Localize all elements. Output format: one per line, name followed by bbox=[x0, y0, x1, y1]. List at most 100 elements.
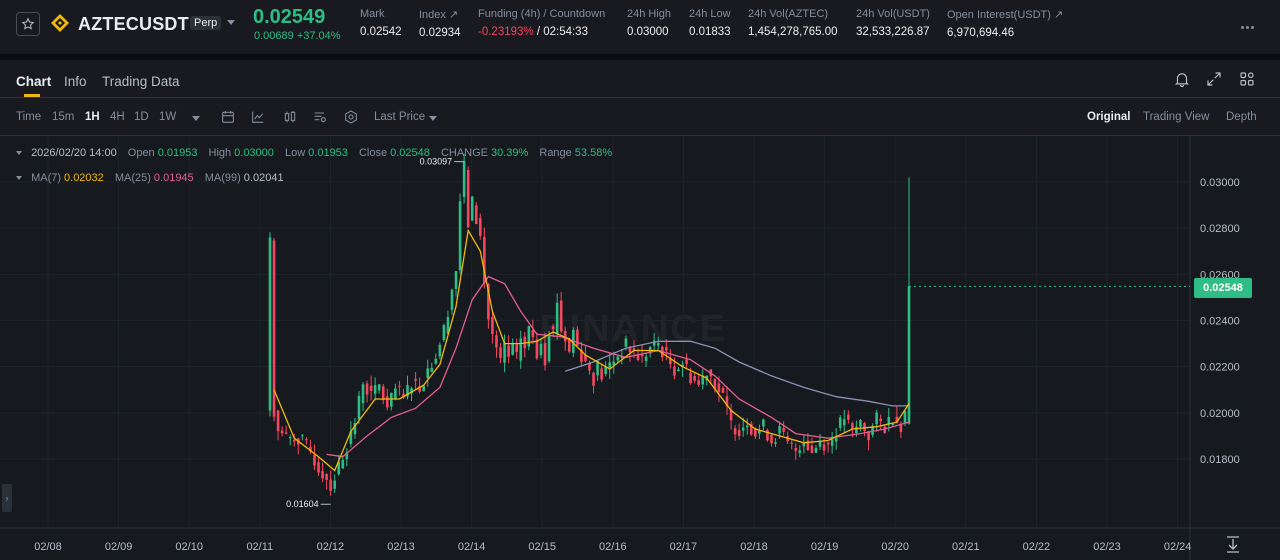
price-type-select[interactable]: Last Price bbox=[374, 111, 426, 123]
tab-info[interactable]: Info bbox=[64, 74, 87, 89]
x-tick-label: 02/12 bbox=[317, 541, 345, 553]
candle-body bbox=[673, 366, 676, 376]
candle-body bbox=[770, 434, 773, 444]
candle-body bbox=[701, 375, 705, 385]
interval-1h[interactable]: 1H bbox=[85, 111, 100, 123]
calendar-icon[interactable] bbox=[220, 109, 236, 125]
y-tick-label: 0.02200 bbox=[1200, 362, 1240, 374]
gear-icon[interactable] bbox=[343, 109, 359, 125]
legend-ma25-label: MA(25) bbox=[114, 172, 151, 184]
candle-body bbox=[737, 430, 741, 437]
stat-value: 1,454,278,765.00 bbox=[748, 26, 838, 38]
candle-body bbox=[426, 368, 430, 378]
stat-label: 24h Low bbox=[689, 8, 731, 20]
interval-1w[interactable]: 1W bbox=[159, 111, 177, 123]
stat-label[interactable]: Index ↗ bbox=[419, 9, 459, 21]
tab-chart[interactable]: Chart bbox=[16, 74, 52, 89]
x-tick-label: 02/10 bbox=[175, 541, 203, 553]
view-trading-view[interactable]: Trading View bbox=[1143, 111, 1210, 123]
candle-body bbox=[418, 386, 421, 392]
candle-body bbox=[656, 343, 660, 346]
candle-body bbox=[604, 366, 607, 375]
tab-trading-data[interactable]: Trading Data bbox=[102, 74, 180, 89]
stat-label[interactable]: Open Interest(USDT) ↗ bbox=[947, 9, 1064, 21]
candle-body bbox=[628, 347, 632, 353]
interval-1d[interactable]: 1D bbox=[134, 111, 149, 123]
candle-body bbox=[357, 395, 361, 420]
view-depth[interactable]: Depth bbox=[1226, 111, 1257, 123]
candle-body bbox=[895, 416, 899, 424]
candle-body bbox=[867, 431, 870, 441]
candle-body bbox=[559, 300, 563, 332]
candle-body bbox=[855, 426, 858, 434]
settings-list-icon[interactable] bbox=[312, 109, 328, 125]
candle-body bbox=[887, 416, 891, 425]
x-tick-label: 02/22 bbox=[1023, 541, 1051, 553]
stat-value: 0.01833 bbox=[689, 26, 731, 38]
legend-ma25: 0.01945 bbox=[153, 172, 194, 184]
candle-body bbox=[636, 354, 640, 360]
legend-range-label: Range bbox=[539, 147, 572, 159]
candle-body bbox=[838, 417, 842, 428]
stat-value: 32,533,226.87 bbox=[856, 26, 930, 38]
x-tick-label: 02/14 bbox=[458, 541, 486, 553]
candle-body bbox=[713, 379, 717, 390]
candle-body bbox=[491, 316, 494, 335]
candle-body bbox=[802, 442, 806, 447]
stat-label: Mark bbox=[360, 8, 385, 20]
ma-collapse-icon[interactable] bbox=[16, 176, 22, 181]
candle-body bbox=[353, 423, 357, 435]
candle-type-icon[interactable] bbox=[282, 109, 298, 125]
x-tick-label: 02/20 bbox=[881, 541, 909, 553]
candlestick-chart[interactable]: BINANCE 0.030000.028000.026000.024000.02… bbox=[0, 136, 1280, 560]
y-tick-label: 0.02800 bbox=[1200, 223, 1240, 235]
candle-body bbox=[758, 430, 761, 434]
side-panel-toggle[interactable]: › bbox=[2, 484, 12, 512]
candle-body bbox=[365, 383, 369, 395]
chart-canvas[interactable]: 0.030000.028000.026000.024000.022000.020… bbox=[0, 136, 1280, 560]
indicator-icon[interactable] bbox=[250, 109, 266, 125]
candle-body bbox=[632, 348, 636, 351]
legend-collapse-icon[interactable] bbox=[16, 151, 22, 156]
candle-body bbox=[741, 427, 745, 431]
more-menu-icon[interactable] bbox=[1240, 18, 1255, 32]
x-tick-label: 02/13 bbox=[387, 541, 415, 553]
candle-body bbox=[377, 384, 381, 391]
candle-body bbox=[499, 347, 502, 359]
stat-index[interactable]: Index ↗ 0.02934 bbox=[419, 8, 461, 39]
interval-4h[interactable]: 4H bbox=[110, 111, 125, 123]
candle-body bbox=[292, 439, 296, 442]
interval-dropdown-icon[interactable] bbox=[192, 116, 200, 121]
legend-high: 0.03000 bbox=[234, 147, 274, 159]
stat-24h-vol-quote: 24h Vol(USDT) 32,533,226.87 bbox=[856, 8, 930, 38]
legend-date: 2026/02/20 14:00 bbox=[31, 147, 117, 159]
stat-24h-low: 24h Low 0.01833 bbox=[689, 8, 731, 38]
interval-15m[interactable]: 15m bbox=[52, 111, 75, 123]
favorite-star-button[interactable] bbox=[16, 12, 40, 36]
symbol-name[interactable]: AZTECUSDT bbox=[78, 14, 189, 34]
price-type-dropdown-icon[interactable] bbox=[429, 116, 437, 121]
legend-ma7: 0.02032 bbox=[64, 172, 104, 184]
candle-body bbox=[669, 357, 672, 365]
view-original[interactable]: Original bbox=[1087, 111, 1131, 123]
bell-icon[interactable] bbox=[1173, 70, 1191, 88]
fullscreen-icon[interactable] bbox=[1205, 70, 1223, 88]
stat-open-interest[interactable]: Open Interest(USDT) ↗ 6,970,694.46 bbox=[947, 8, 1063, 39]
symbol-dropdown-icon[interactable] bbox=[227, 20, 235, 25]
aztec-coin-icon bbox=[51, 14, 69, 32]
x-tick-label: 02/19 bbox=[811, 541, 839, 553]
candle-body bbox=[879, 418, 882, 422]
candle-body bbox=[515, 344, 519, 353]
candle-body bbox=[434, 358, 438, 364]
axis-scale-icon[interactable] bbox=[1227, 536, 1239, 553]
candle-body bbox=[422, 385, 425, 392]
legend-low: 0.01953 bbox=[308, 147, 348, 159]
candle-body bbox=[883, 426, 887, 434]
candle-body bbox=[774, 442, 777, 444]
stat-value: 0.03000 bbox=[627, 26, 669, 38]
candle-body bbox=[511, 342, 514, 355]
candle-body bbox=[830, 439, 834, 446]
layout-grid-icon[interactable] bbox=[1238, 70, 1256, 88]
candle-body bbox=[551, 326, 555, 330]
candle-body bbox=[272, 240, 276, 417]
